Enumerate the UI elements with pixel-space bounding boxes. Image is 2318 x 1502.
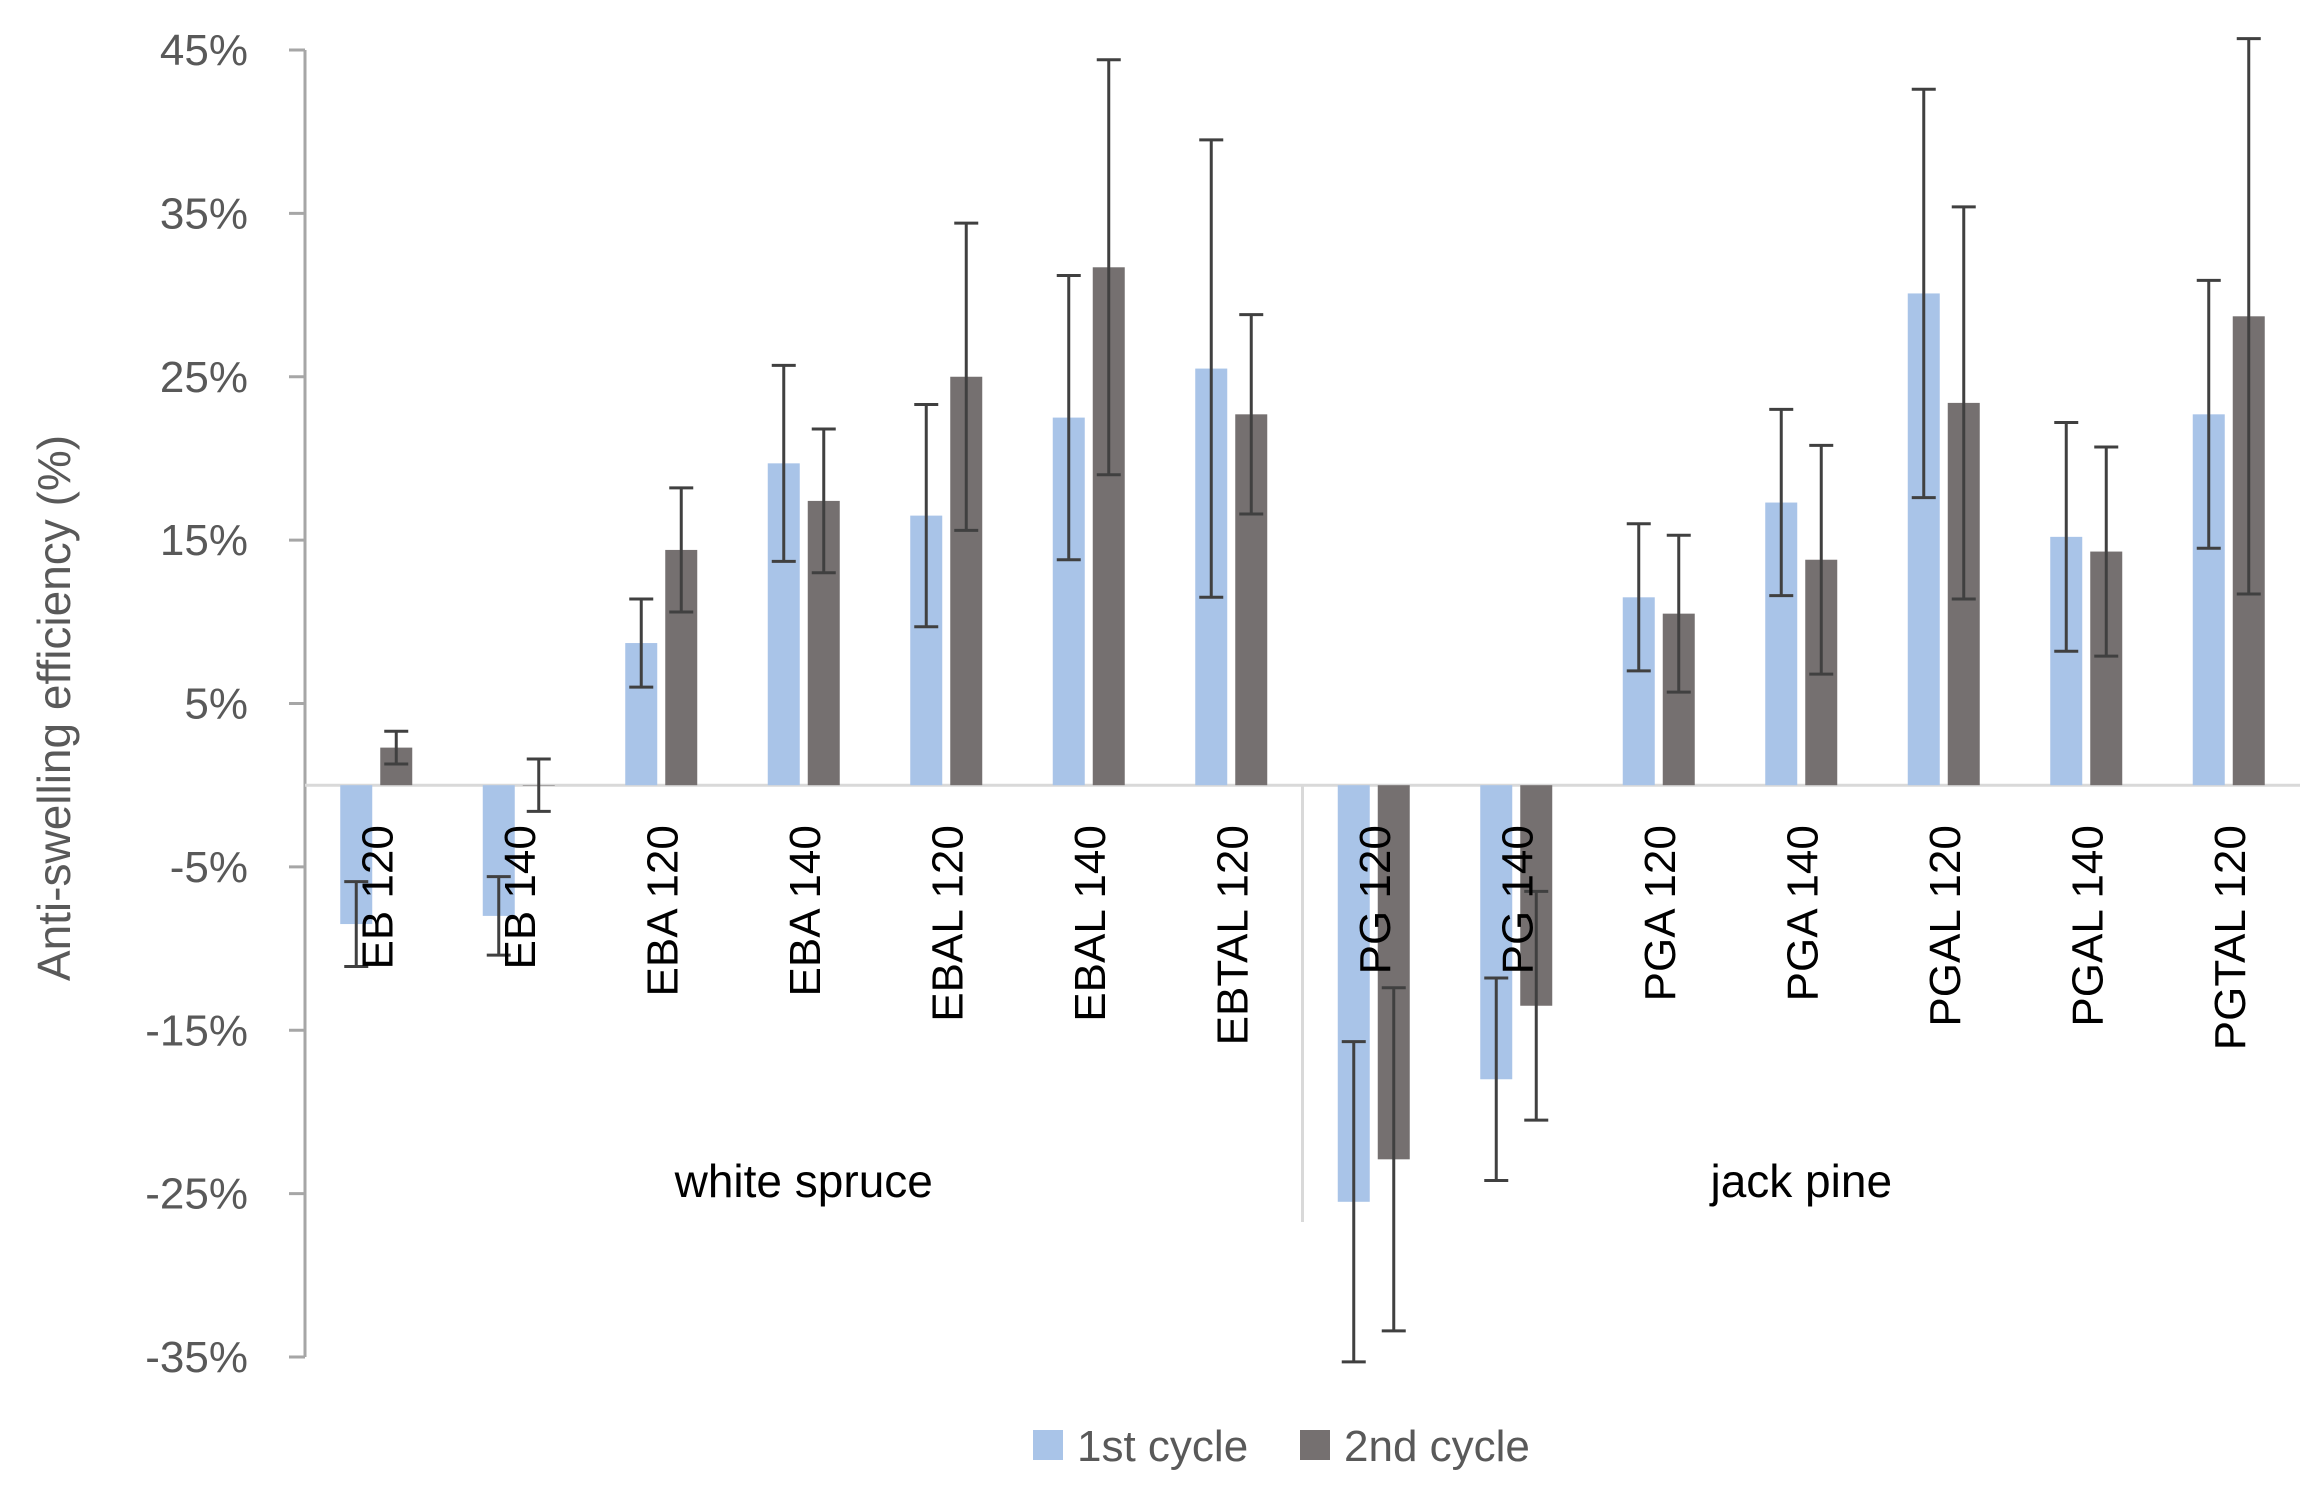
error-bar (2196, 278, 2221, 550)
error-bar (1951, 205, 1976, 601)
category-label: PG 140 (1493, 825, 1542, 974)
error-bar (1626, 522, 1651, 673)
error-bar (526, 757, 551, 813)
category-label: EBA 140 (781, 825, 830, 996)
category-label: PGA 120 (1636, 825, 1685, 1001)
error-bars (344, 37, 2261, 1364)
category-label: PG 120 (1351, 825, 1400, 974)
error-bar (1666, 533, 1691, 694)
error-bar (771, 363, 796, 563)
legend: 1st cycle 2nd cycle (1033, 1422, 1530, 1471)
group-label: white spruce (674, 1155, 933, 1207)
y-tick-label: -35% (145, 1333, 248, 1382)
legend-swatch-2nd-cycle (1300, 1430, 1330, 1460)
y-tick-label: 35% (160, 189, 248, 238)
y-tick-label: -25% (145, 1170, 248, 1219)
error-bar (669, 486, 694, 614)
category-label: PGTAL 120 (2206, 825, 2255, 1050)
error-bar (2054, 420, 2079, 653)
error-bar (1381, 986, 1406, 1333)
category-label: EB 140 (496, 825, 545, 969)
error-bar (1341, 1040, 1366, 1364)
error-bar (811, 427, 836, 575)
category-label: EBAL 140 (1066, 825, 1115, 1022)
category-label: PGA 140 (1778, 825, 1827, 1001)
y-tick-label: 45% (160, 26, 248, 75)
category-label: EBAL 120 (923, 825, 972, 1022)
error-bar (1911, 87, 1936, 500)
group-labels: white spruce jack pine (674, 1155, 1892, 1207)
error-bar (954, 221, 979, 532)
category-label: EBA 120 (638, 825, 687, 996)
y-tick-label: 15% (160, 516, 248, 565)
error-bar (1056, 273, 1081, 562)
legend-swatch-1st-cycle (1033, 1430, 1063, 1460)
error-bar (1484, 976, 1509, 1183)
y-axis-title-group: Anti-swelling efficiency (%) (28, 435, 80, 981)
group-label: jack pine (1708, 1155, 1892, 1207)
category-label: PGAL 140 (2063, 825, 2112, 1026)
error-bar (1199, 138, 1224, 599)
category-label: PGAL 120 (1921, 825, 1970, 1026)
error-bar (1239, 313, 1264, 516)
y-tick-label: 25% (160, 353, 248, 402)
error-bar (629, 597, 654, 689)
error-bar (2236, 37, 2261, 596)
y-axis-title: Anti-swelling efficiency (%) (28, 435, 80, 981)
error-bar (1769, 407, 1794, 598)
y-tick-label: -15% (145, 1006, 248, 1055)
category-label: EBTAL 120 (1208, 825, 1257, 1045)
error-bar (914, 403, 939, 629)
error-bar (344, 880, 369, 969)
error-bar (1096, 58, 1121, 477)
error-bar (384, 729, 409, 766)
error-bar (1524, 889, 1549, 1122)
y-tick-label: -5% (170, 843, 248, 892)
error-bar (2094, 445, 2119, 658)
error-bar (1809, 443, 1834, 676)
error-bar (486, 875, 511, 957)
legend-label-1st-cycle: 1st cycle (1077, 1422, 1248, 1471)
category-labels: EB 120 EB 140 EBA 120 EBA 140 EBAL 120 EBAL 1… (353, 825, 2255, 1050)
legend-label-2nd-cycle: 2nd cycle (1344, 1422, 1530, 1471)
y-tick-label: 5% (184, 680, 248, 729)
category-label: EB 120 (353, 825, 402, 969)
